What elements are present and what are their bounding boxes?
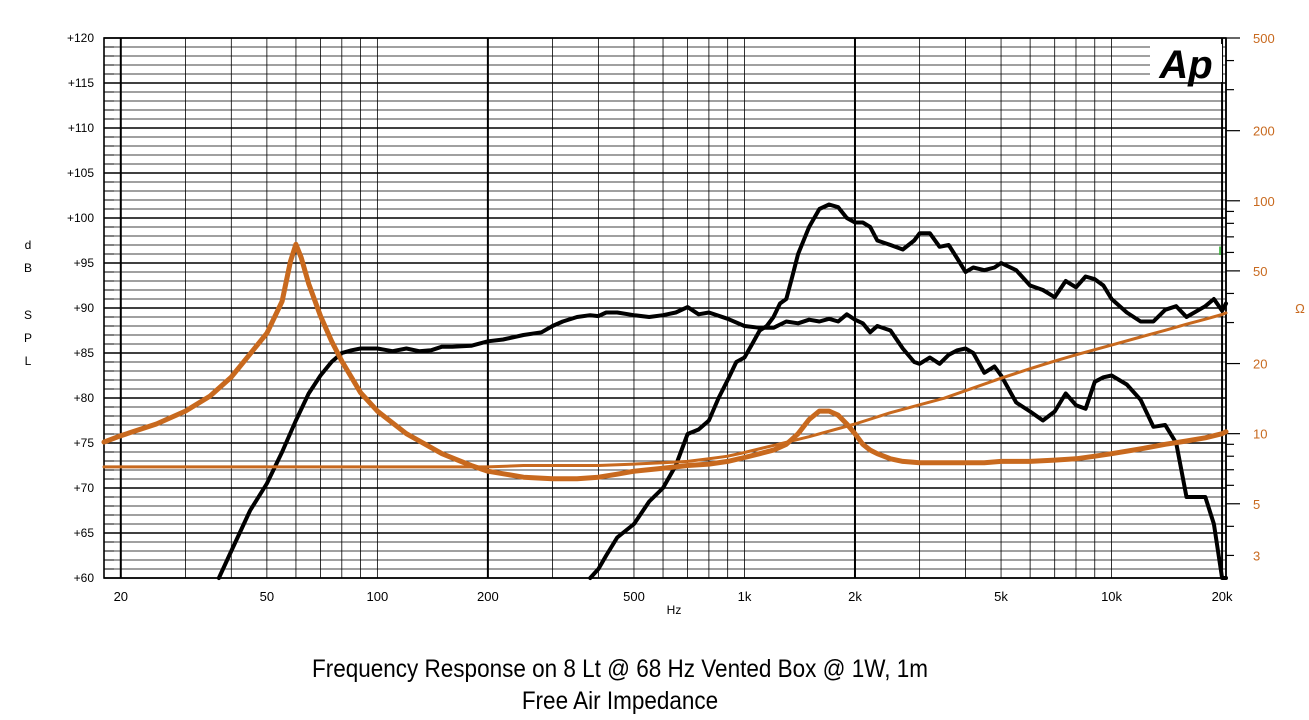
y2-tick-label: 20: [1253, 357, 1267, 372]
y2-tick-label: 50: [1253, 264, 1267, 279]
x-tick-label: 200: [477, 589, 499, 604]
cursor-marker: I: [1218, 244, 1221, 258]
chart-axis-labels: dB SPL Hz Ω I Ap: [24, 43, 1305, 617]
x-tick-label: 500: [623, 589, 645, 604]
y2-tick-label: 10: [1253, 427, 1267, 442]
x-tick-label: 100: [367, 589, 389, 604]
y-tick-label: +70: [74, 481, 95, 495]
y-tick-label: +80: [74, 391, 95, 405]
y-tick-label: +90: [74, 301, 95, 315]
y-tick-label: +100: [67, 211, 94, 225]
y-tick-label: +65: [74, 526, 95, 540]
series-line-3: [101, 241, 1229, 482]
y-tick-label: +75: [74, 436, 95, 450]
y-tick-label: +110: [68, 121, 94, 135]
chart-tick-labels: +120 +115 +110 +105 +100 +95 +90 +85 +80 +75 +70 +6…: [67, 31, 1275, 604]
y2-tick-label: 100: [1253, 194, 1275, 209]
chart-grid: [103, 37, 1240, 579]
chart-curves: [101, 202, 1229, 580]
y-axis-label-char: L: [25, 354, 32, 368]
y-tick-label: +105: [67, 166, 94, 180]
frequency-response-chart: +120 +115 +110 +105 +100 +95 +90 +85 +80 +75 +70 +6…: [24, 31, 1305, 617]
y2-axis-label: Ω: [1295, 301, 1305, 316]
x-axis-label: Hz: [667, 603, 682, 617]
y-tick-label: +60: [74, 571, 95, 585]
y2-tick-label: 500: [1253, 31, 1275, 46]
logo-background: [1150, 44, 1222, 82]
series-line-2: [588, 202, 1228, 580]
chart-caption-line-1: Frequency Response on 8 Lt @ 68 Hz Vente…: [311, 655, 928, 683]
y-tick-label: +115: [68, 76, 94, 90]
x-tick-label: 50: [260, 589, 274, 604]
y-axis-label-char: S: [24, 308, 32, 322]
y-tick-label: +120: [67, 31, 94, 45]
y2-tick-label: 3: [1253, 548, 1260, 563]
series-line-1: [216, 305, 1228, 580]
x-tick-label: 10k: [1101, 589, 1122, 604]
y2-tick-label: 200: [1253, 124, 1275, 139]
x-tick-label: 20: [114, 589, 128, 604]
y-axis-label-char: B: [24, 261, 32, 275]
y-axis-label-char: P: [24, 331, 32, 345]
y-axis-label-char: d: [25, 238, 32, 252]
chart-caption-line-2: Free Air Impedance: [521, 687, 719, 715]
x-tick-label: 20k: [1212, 589, 1233, 604]
x-tick-label: 1k: [738, 589, 752, 604]
x-tick-label: 5k: [994, 589, 1008, 604]
ap-logo: Ap: [1158, 43, 1212, 87]
y-tick-label: +85: [74, 346, 95, 360]
y-tick-label: +95: [74, 256, 95, 270]
y2-tick-label: 5: [1253, 497, 1260, 512]
series-line-4: [102, 311, 1228, 469]
x-tick-label: 2k: [848, 589, 862, 604]
